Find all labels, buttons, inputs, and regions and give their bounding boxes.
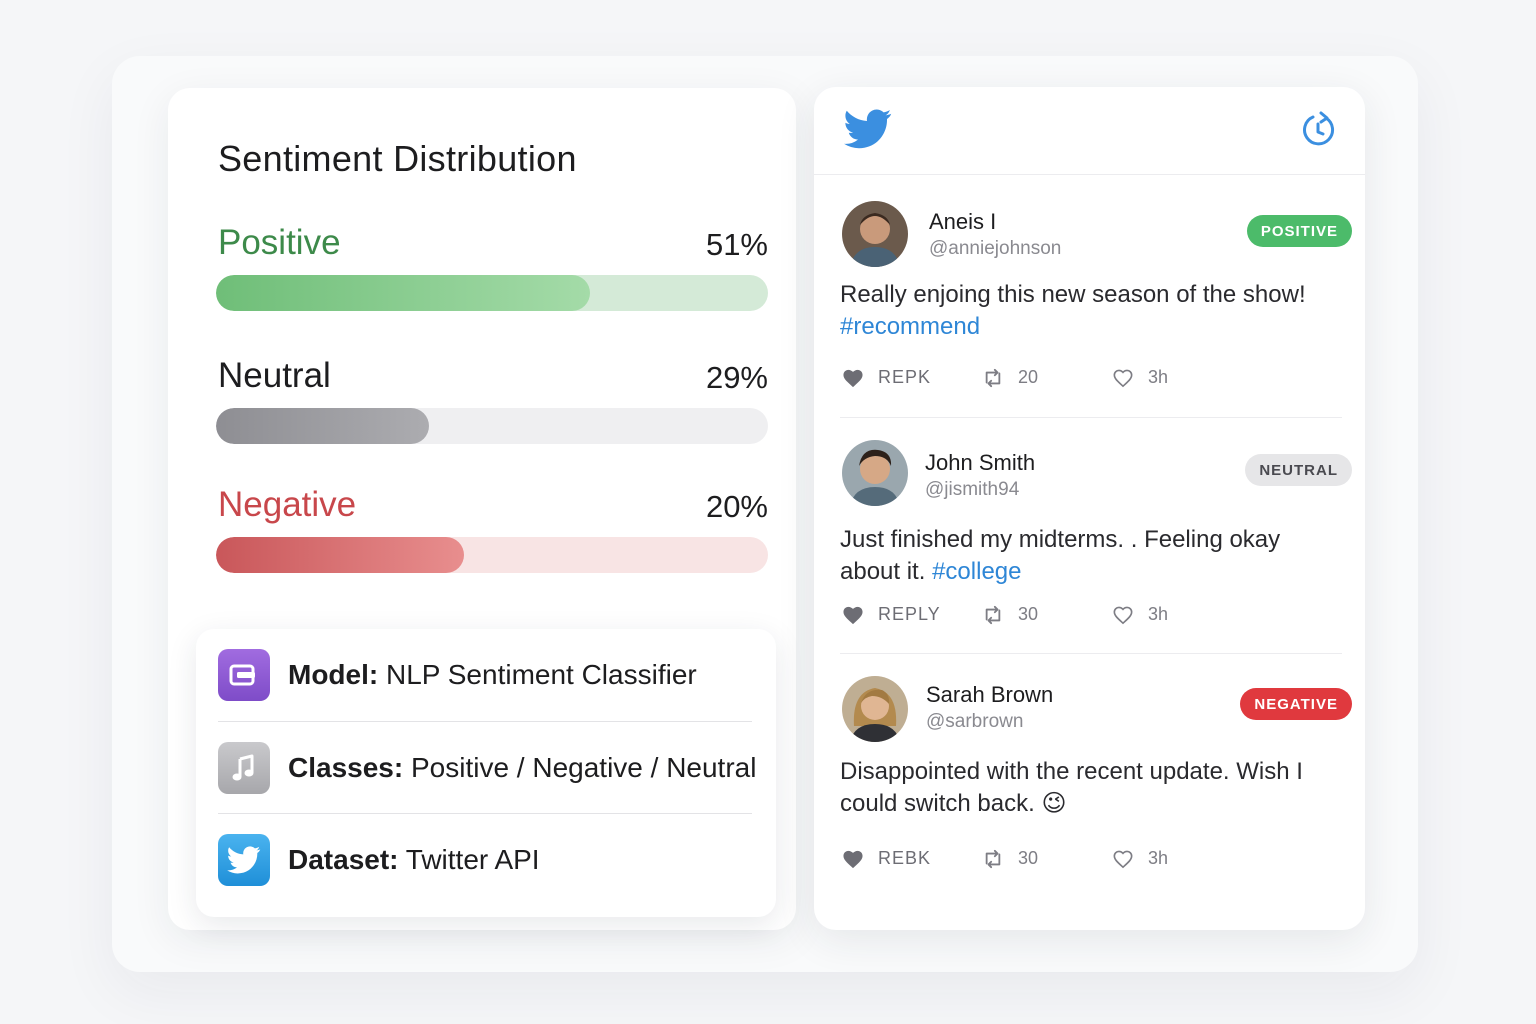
classes-value: Positive / Negative / Neutral [410,751,757,783]
dataset-key: Dataset: [288,843,399,875]
retweet-button[interactable]: 20 [982,367,1038,388]
tweet-text: Disappointed with the recent update. Wis… [840,756,1310,820]
avatar[interactable] [842,440,908,506]
hashtag-link[interactable]: #college [932,558,1022,585]
retweet-count: 30 [1018,848,1039,868]
music-note-icon [218,741,270,794]
tweet-card[interactable]: Sarah Brown @sarbrown NEGATIVE Disappoin… [840,653,1352,868]
tweet-actions: REPK 20 3h [842,367,1262,393]
heart-outline-icon [1113,850,1133,868]
emoji: 😉 [1041,790,1067,817]
tweet-author-handle: @sarbrown [926,711,1024,732]
reply-label: REPLY [878,604,941,624]
heart-filled-icon [843,369,863,387]
retweet-icon [985,605,1001,624]
tweet-time: 3h [1148,848,1169,868]
neutral-percent: 29% [705,360,768,395]
reply-button[interactable]: REPK [842,367,931,388]
model-icon [218,649,270,701]
tweet-author-handle: @jismith94 [925,479,1020,500]
tweet-text-body: Just finished my midterms. . Feeling oka… [840,526,1281,585]
dataset-value: Twitter API [405,843,540,875]
positive-percent: 51% [705,227,768,262]
reply-label: REPK [878,367,932,387]
negative-bar-fill [216,537,465,573]
neutral-bar-fill [216,408,429,444]
avatar[interactable] [842,201,908,267]
retweet-count: 20 [1018,367,1039,387]
reply-label: REBK [878,848,932,868]
like-button[interactable]: 3h [1112,604,1168,625]
tweet-text-body: Disappointed with the recent update. Wis… [840,758,1303,817]
model-key: Model: [288,659,379,690]
tweet-actions: REBK 30 3h [842,848,1262,874]
heart-outline-icon [1113,369,1133,387]
tweet-text: Really enjoing this new season of the sh… [840,279,1310,343]
twitter-bird-icon[interactable] [844,109,892,149]
negative-label: Negative [218,485,357,524]
model-info-card: Model: NLP Sentiment Classifier Classes:… [196,629,776,917]
heart-filled-icon [843,850,863,868]
retweet-count: 30 [1018,604,1039,624]
tweet-author-name: John Smith [925,450,1036,475]
retweet-button[interactable]: 30 [982,604,1038,625]
twitter-bird-icon [218,833,270,886]
like-button[interactable]: 3h [1112,367,1168,388]
tweet-actions: REPLY 30 3h [842,604,1262,630]
avatar[interactable] [842,676,908,742]
model-row: Model: NLP Sentiment Classifier [218,629,752,721]
tweet-feed-panel: Aneis I @anniejohnson POSITIVE Really en… [814,87,1365,930]
tweet-author-handle: @anniejohnson [929,238,1062,259]
positive-bar-fill [216,275,591,311]
distribution-title: Sentiment Distribution [218,138,577,179]
negative-bar-track [216,537,768,573]
classes-key: Classes: [288,751,404,783]
retweet-icon [985,849,1001,868]
reply-button[interactable]: REPLY [842,604,941,625]
negative-percent: 20% [705,489,768,524]
heart-outline-icon [1113,606,1133,624]
neutral-label: Neutral [218,356,331,395]
dataset-row: Dataset: Twitter API [218,813,752,905]
feed-header [814,87,1365,175]
tweet-text: Just finished my midterms. . Feeling oka… [840,524,1310,588]
positive-bar-track [216,275,768,311]
tweet-card[interactable]: John Smith @jismith94 NEUTRAL Just finis… [840,417,1352,624]
model-value: NLP Sentiment Classifier [386,659,697,690]
refresh-clock-icon[interactable] [1301,111,1337,149]
classes-row: Classes: Positive / Negative / Neutral [218,721,756,813]
tweet-time: 3h [1148,604,1169,624]
like-button[interactable]: 3h [1112,848,1168,869]
heart-filled-icon [843,606,863,624]
tweet-text-body: Really enjoing this new season of the sh… [840,281,1306,308]
tweet-author-name: Aneis I [929,209,997,234]
tweet-author-name: Sarah Brown [926,682,1054,707]
sentiment-badge-neutral: NEUTRAL [1245,454,1352,486]
retweet-icon [985,368,1001,387]
hashtag-link[interactable]: #recommend [840,313,981,340]
tweet-time: 3h [1148,367,1169,387]
retweet-button[interactable]: 30 [982,848,1038,869]
reply-button[interactable]: REBK [842,848,931,869]
positive-label: Positive [218,223,341,262]
sentiment-badge-positive: POSITIVE [1246,215,1352,247]
sentiment-badge-negative: NEGATIVE [1240,688,1352,720]
neutral-bar-track [216,408,768,444]
